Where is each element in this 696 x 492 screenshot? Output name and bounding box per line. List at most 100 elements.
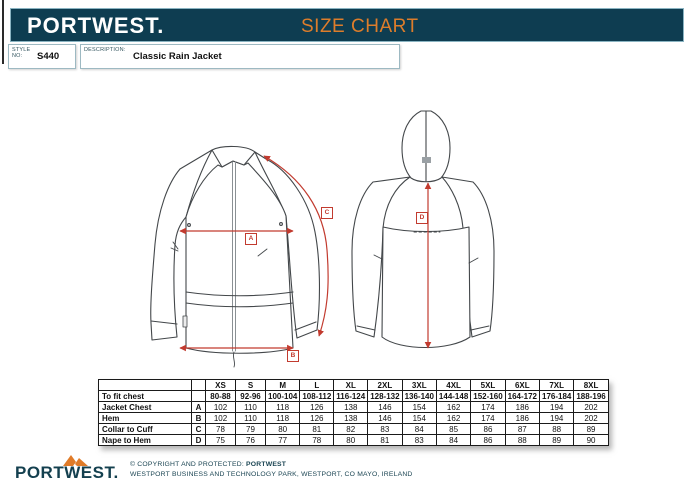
size-value: 188-196	[573, 390, 609, 402]
copyright-brand: PORTWEST	[246, 461, 287, 468]
size-column-header: 7XL	[538, 379, 575, 391]
measure-label-d: D	[416, 212, 428, 224]
size-value: 202	[573, 412, 609, 424]
size-value: 128-132	[367, 390, 403, 402]
measure-label-c: C	[321, 207, 333, 219]
size-value: 174	[470, 401, 506, 413]
front-collar	[211, 145, 256, 168]
measure-line-c	[263, 155, 329, 337]
size-column-header: 4XL	[435, 379, 472, 391]
mountain-peak-icon	[63, 455, 88, 466]
size-value: 108-112	[299, 390, 335, 402]
size-value: 144-148	[435, 390, 472, 402]
size-value: 78	[205, 423, 236, 435]
size-value: 88	[504, 434, 541, 446]
size-chart-table: XS S M L XL 2XL 3XL 4XL 5XL 6XL 7XL 8XL To fit chest…	[98, 379, 609, 446]
back-left-sleeve	[351, 176, 411, 338]
size-value: 202	[573, 401, 609, 413]
size-value: 92-96	[235, 390, 266, 402]
size-value: 126	[299, 412, 335, 424]
size-column-header: S	[235, 379, 266, 391]
row-label: Jacket Chest	[98, 401, 192, 413]
page-title: SIZE CHART	[301, 16, 419, 37]
size-column-header: XL	[333, 379, 369, 391]
measurement-row: Jacket Chest A 102 110 118 126 138 146 154 162 174…	[98, 401, 609, 413]
jacket-front-drawing	[150, 145, 329, 368]
row-letter	[191, 390, 206, 402]
copyright-prefix: © COPYRIGHT AND PROTECTED:	[130, 461, 247, 468]
measurement-row: Nape to Hem D 75 76 77 78 80 81 83 84 86 88 89 90	[98, 434, 609, 446]
measurement-row: Hem B 102 110 118 126 138 146 154 162 174 186 194 202	[98, 412, 609, 424]
front-zip	[232, 161, 236, 352]
size-header-row: XS S M L XL 2XL 3XL 4XL 5XL 6XL 7XL 8XL	[98, 379, 609, 391]
size-value: 176-184	[538, 390, 575, 402]
size-value: 118	[264, 412, 301, 424]
back-cuff-bands	[356, 325, 490, 331]
description-label: DESCRIPTION:	[84, 47, 126, 53]
size-value: 83	[401, 434, 437, 446]
size-value: 146	[367, 401, 403, 413]
size-column-header: M	[264, 379, 301, 391]
size-value: 138	[333, 412, 369, 424]
size-value: 110	[235, 412, 266, 424]
measurement-row: To fit chest 80-88 92-96 100-104 108-112 116-…	[98, 390, 609, 402]
size-column-header: XS	[205, 379, 236, 391]
description-box: DESCRIPTION: Classic Rain Jacket	[80, 44, 400, 69]
size-value: 86	[470, 423, 506, 435]
back-hood-buckle	[422, 157, 431, 163]
size-value: 102	[205, 412, 236, 424]
size-value: 75	[205, 434, 236, 446]
size-value: 136-140	[401, 390, 437, 402]
front-drawcord	[232, 351, 236, 368]
size-value: 80	[264, 423, 301, 435]
size-value: 82	[333, 423, 369, 435]
row-label: Collar to Cuff	[98, 423, 192, 435]
size-value: 110	[235, 401, 266, 413]
size-value: 81	[299, 423, 335, 435]
style-number-value: S440	[37, 51, 60, 62]
address-line: WESTPORT BUSINESS AND TECHNOLOGY PARK, W…	[130, 471, 413, 478]
measure-label-b: B	[287, 350, 299, 362]
size-value: 162	[435, 412, 472, 424]
size-value: 76	[235, 434, 266, 446]
size-value: 83	[367, 423, 403, 435]
page-edge-line	[2, 0, 4, 64]
row-label: To fit chest	[98, 390, 192, 402]
size-value: 164-172	[504, 390, 541, 402]
size-value: 89	[573, 423, 609, 435]
brand-logo: PORTWEST.	[27, 13, 165, 38]
jacket-back-drawing	[351, 110, 495, 349]
corner-cell	[191, 379, 206, 391]
size-value: 85	[435, 423, 472, 435]
size-value: 154	[401, 412, 437, 424]
size-value: 154	[401, 401, 437, 413]
size-value: 186	[504, 412, 541, 424]
size-value: 186	[504, 401, 541, 413]
size-value: 146	[367, 412, 403, 424]
front-snap-left	[187, 223, 191, 227]
size-value: 194	[538, 401, 575, 413]
size-table-body: XS S M L XL 2XL 3XL 4XL 5XL 6XL 7XL 8XL To fit chest…	[98, 379, 609, 446]
size-value: 90	[573, 434, 609, 446]
size-value: 88	[538, 423, 575, 435]
size-value: 84	[401, 423, 437, 435]
row-label: Hem	[98, 412, 192, 424]
copyright-line: © COPYRIGHT AND PROTECTED: PORTWEST	[130, 460, 413, 470]
front-side-tag	[182, 315, 188, 328]
row-letter: C	[191, 423, 206, 435]
corner-cell	[98, 379, 192, 391]
header-bar: PORTWEST. SIZE CHART	[10, 8, 684, 42]
size-column-header: 3XL	[401, 379, 437, 391]
size-value: 80	[333, 434, 369, 446]
size-value: 126	[299, 401, 335, 413]
size-column-header: 5XL	[470, 379, 506, 391]
size-value: 152-160	[470, 390, 506, 402]
style-number-box: STYLE NO: S440	[8, 44, 76, 69]
size-value: 78	[299, 434, 335, 446]
size-value: 79	[235, 423, 266, 435]
size-value: 84	[435, 434, 472, 446]
size-value: 86	[470, 434, 506, 446]
size-value: 118	[264, 401, 301, 413]
size-value: 81	[367, 434, 403, 446]
